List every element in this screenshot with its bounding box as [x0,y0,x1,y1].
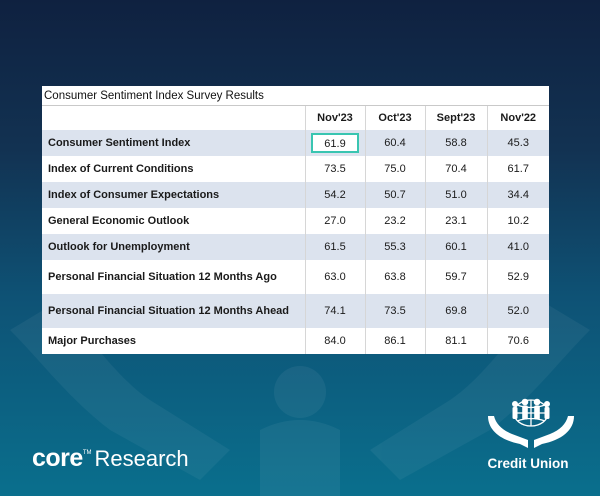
core-research-logo: core TM Research [32,444,189,473]
header-row: Nov'23 Oct'23 Sept'23 Nov'22 [42,106,549,130]
cell-value: 74.1 [305,294,366,328]
brand-trademark: TM [82,450,92,456]
cell-value: 10.2 [487,208,549,234]
cell-value: 61.9 [305,130,366,156]
col-header-sept23: Sept'23 [425,106,488,130]
brand-research: Research [94,446,189,471]
row-label: Index of Consumer Expectations [42,182,306,208]
table-title: Consumer Sentiment Index Survey Results [42,86,549,106]
row-label: Consumer Sentiment Index [42,130,306,156]
cell-value: 34.4 [487,182,549,208]
cell-value: 27.0 [305,208,366,234]
row-label: Index of Current Conditions [42,156,306,182]
cell-value: 61.7 [487,156,549,182]
brand-core: core [32,444,83,472]
cell-value: 70.6 [487,328,549,354]
cell-value: 23.2 [365,208,426,234]
cell-value: 60.4 [365,130,426,156]
cell-value: 84.0 [305,328,366,354]
cell-value: 55.3 [365,234,426,260]
table-row: Outlook for Unemployment 61.5 55.3 60.1 … [42,234,549,260]
cell-value: 58.8 [425,130,488,156]
results-table: Nov'23 Oct'23 Sept'23 Nov'22 Consumer Se… [42,106,549,354]
cell-value: 54.2 [305,182,366,208]
table-row: Personal Financial Situation 12 Months A… [42,260,549,294]
row-label: Personal Financial Situation 12 Months A… [42,294,306,328]
cell-value: 41.0 [487,234,549,260]
row-label: General Economic Outlook [42,208,306,234]
cell-value: 81.1 [425,328,488,354]
cell-value: 70.4 [425,156,488,182]
highlighted-value: 61.9 [311,133,359,153]
table-row: Personal Financial Situation 12 Months A… [42,294,549,328]
cell-value: 60.1 [425,234,488,260]
cell-value: 52.0 [487,294,549,328]
cell-value: 61.5 [305,234,366,260]
cell-value: 73.5 [365,294,426,328]
survey-results-panel: Consumer Sentiment Index Survey Results … [42,86,549,354]
cell-value: 51.0 [425,182,488,208]
col-header-nov22: Nov'22 [487,106,549,130]
table-row: Index of Consumer Expectations 54.2 50.7… [42,182,549,208]
row-label: Major Purchases [42,328,306,354]
cell-value: 63.0 [305,260,366,294]
header-blank [42,106,306,130]
row-label: Personal Financial Situation 12 Months A… [42,260,306,294]
cell-value: 69.8 [425,294,488,328]
cell-value: 23.1 [425,208,488,234]
cell-value: 75.0 [365,156,426,182]
table-row: Major Purchases 84.0 86.1 81.1 70.6 [42,328,549,354]
cell-value: 86.1 [365,328,426,354]
table-row: General Economic Outlook 27.0 23.2 23.1 … [42,208,549,234]
cell-value: 73.5 [305,156,366,182]
cell-value: 45.3 [487,130,549,156]
cell-value: 52.9 [487,260,549,294]
table-row: Consumer Sentiment Index 61.9 60.4 58.8 … [42,130,549,156]
credit-union-logo-icon [488,398,574,448]
credit-union-label: Credit Union [487,456,569,471]
col-header-nov23: Nov'23 [305,106,366,130]
cell-value: 50.7 [365,182,426,208]
cell-value: 59.7 [425,260,488,294]
col-header-oct23: Oct'23 [365,106,426,130]
table-row: Index of Current Conditions 73.5 75.0 70… [42,156,549,182]
cell-value: 63.8 [365,260,426,294]
row-label: Outlook for Unemployment [42,234,306,260]
